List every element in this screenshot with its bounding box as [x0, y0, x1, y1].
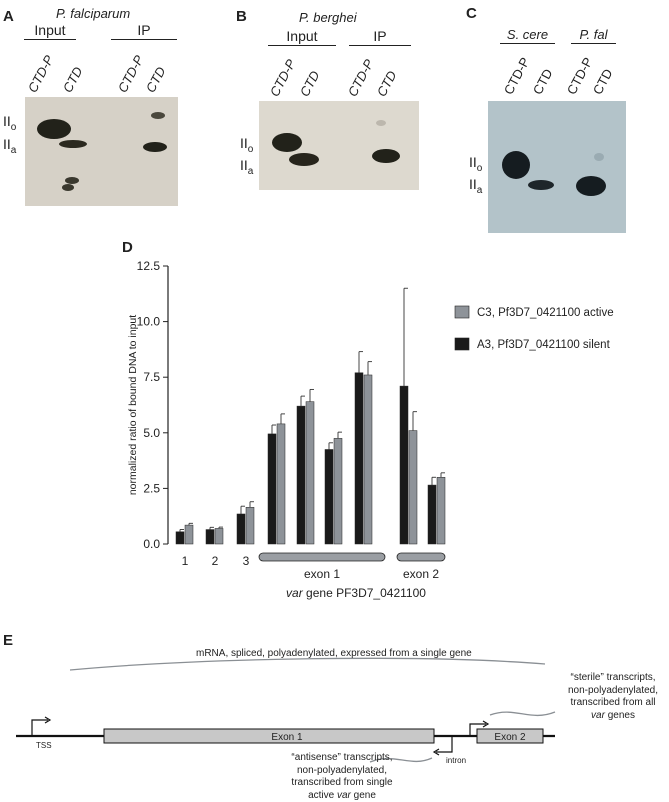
intron-antisense-arrow — [436, 736, 453, 753]
panel-c-band-label-iia: IIa — [469, 176, 483, 196]
exon-1-box — [103, 728, 435, 744]
y-tick-label: 5.0 — [143, 426, 160, 440]
bar-silent — [296, 405, 306, 545]
panel-a-species: P. falciparum — [56, 6, 131, 21]
bar-active — [363, 374, 373, 545]
bar-silent — [399, 385, 409, 545]
bar-silent — [354, 372, 364, 545]
legend-label: C3, Pf3D7_0421100 active — [477, 307, 614, 319]
panel-label-a: A — [3, 8, 14, 25]
bar-silent — [267, 433, 277, 545]
mrna-label: mRNA, spliced, polyadenylated, expressed… — [196, 648, 472, 659]
panel-label-e: E — [3, 632, 14, 649]
x-tick-label: 1 — [182, 554, 189, 568]
legend-swatch — [454, 337, 470, 351]
panel-label-b: B — [236, 8, 247, 25]
bar-active — [245, 507, 255, 545]
tss-arrow — [31, 719, 48, 736]
bar-active — [214, 528, 224, 545]
panel-c-western-blot — [488, 101, 626, 233]
bar-active — [436, 477, 446, 545]
panel-c-species-2: P. fal — [571, 27, 616, 44]
exon-1-region-bar — [258, 552, 386, 562]
y-axis-label: normalized ratio of bound DNA to input — [127, 315, 139, 495]
bar-active — [276, 423, 286, 545]
bar-silent — [175, 531, 185, 545]
bar-silent — [324, 449, 334, 545]
legend-swatch — [454, 305, 470, 319]
panel-a-band-label-iio: IIo — [3, 113, 17, 133]
sterile-transcripts-note: “sterile” transcripts, non-polyadenylate… — [567, 672, 659, 721]
bar-active — [305, 401, 315, 545]
panel-a-band-label-iia: IIa — [3, 136, 17, 156]
y-tick-label: 0.0 — [143, 537, 160, 551]
sterile-transcript-line — [489, 711, 556, 717]
x-tick-label: 3 — [243, 554, 250, 568]
mrna-transcript-line — [69, 657, 546, 671]
bar-active — [333, 438, 343, 545]
exon-2-region-label: exon 2 — [403, 567, 439, 581]
panel-b-group-ip: IP — [349, 28, 411, 46]
panel-label-c: C — [466, 5, 477, 22]
panel-b-western-blot — [259, 101, 419, 190]
exon-2-region-bar — [396, 552, 446, 562]
y-tick-label: 12.5 — [137, 259, 161, 273]
x-axis-label: var gene PF3D7_0421100 — [286, 586, 426, 600]
bar-active — [408, 430, 418, 545]
intron-sense-arrow — [469, 723, 486, 736]
panel-c-band-label-iio: IIo — [469, 154, 483, 174]
panel-a-western-blot — [25, 97, 178, 206]
panel-c-species-1: S. cere — [500, 27, 555, 44]
panel-b-species: P. berghei — [299, 10, 357, 25]
panel-b-group-input: Input — [268, 28, 336, 46]
var-gene-diagram — [16, 657, 556, 763]
x-tick-label: 2 — [212, 554, 219, 568]
panel-b-band-label-iia: IIa — [240, 157, 254, 177]
antisense-transcript-line — [369, 757, 433, 763]
panel-a-group-ip: IP — [111, 22, 177, 40]
tss-label: TSS — [36, 741, 52, 750]
antisense-transcripts-note: “antisense” transcripts, non-polyadenyla… — [291, 752, 393, 801]
panel-a-group-input: Input — [24, 22, 76, 40]
bar-silent — [205, 529, 215, 545]
legend-label: A3, Pf3D7_0421100 silent — [477, 339, 611, 351]
exon-1-label: Exon 1 — [271, 732, 303, 743]
bar-silent — [236, 513, 246, 545]
intron-label: intron — [446, 756, 467, 765]
exon-2-label: Exon 2 — [494, 732, 526, 743]
y-tick-label: 2.5 — [143, 481, 160, 495]
exon-2-box — [476, 728, 544, 744]
panel-b-band-label-iio: IIo — [240, 135, 254, 155]
bar-active — [184, 524, 194, 545]
y-tick-label: 7.5 — [143, 370, 160, 384]
bar-silent — [427, 484, 437, 545]
exon-1-region-label: exon 1 — [304, 567, 340, 581]
panel-label-d: D — [122, 239, 133, 256]
y-tick-label: 10.0 — [137, 315, 161, 329]
